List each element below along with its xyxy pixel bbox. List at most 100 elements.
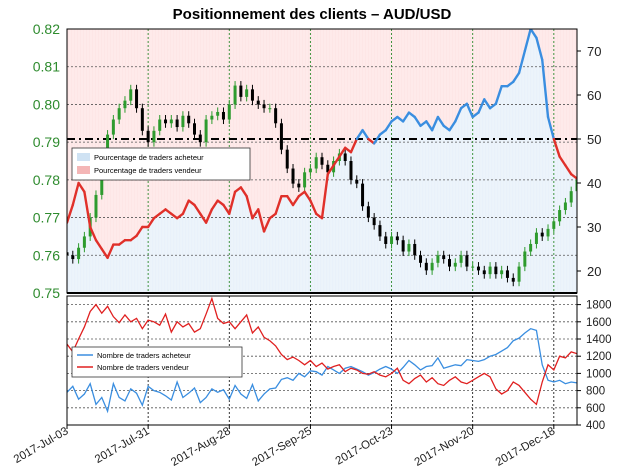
pct-line-segment xyxy=(425,120,434,132)
buy-pct-area xyxy=(67,29,577,293)
candle-body xyxy=(436,255,440,263)
pct-line-segment xyxy=(88,225,98,242)
candle-body xyxy=(158,119,162,131)
price-tick-label: 0.79 xyxy=(33,134,60,150)
pct-line-segment xyxy=(146,216,156,229)
upper-panel xyxy=(67,29,577,293)
pct-line-segment xyxy=(523,29,532,53)
pct-line-segment xyxy=(326,164,335,176)
candle-body xyxy=(349,161,353,180)
candle-body xyxy=(529,243,533,252)
candle-body xyxy=(274,108,278,124)
pct-line-segment xyxy=(570,172,577,180)
pct-line-segment xyxy=(204,208,214,224)
count-line xyxy=(67,296,577,406)
count-tick-label: 1600 xyxy=(586,317,612,329)
candle-body xyxy=(453,262,457,267)
candle-body xyxy=(390,236,394,244)
pct-line-segment xyxy=(564,164,573,176)
pct-line-segment xyxy=(448,120,457,132)
candle-body xyxy=(320,157,324,165)
pct-line-segment xyxy=(129,234,138,242)
pct-line-segment xyxy=(413,115,422,128)
pct-line-segment xyxy=(471,111,480,119)
pct-line-segment xyxy=(210,199,219,211)
count-tick-label: 1200 xyxy=(586,351,612,363)
candle-body xyxy=(476,266,480,271)
candle-body xyxy=(424,262,428,271)
pct-line-segment xyxy=(77,181,86,194)
candle-body xyxy=(378,225,382,237)
candle-body xyxy=(187,115,191,124)
candle-body xyxy=(77,247,81,260)
candle-body xyxy=(169,119,173,124)
pct-line-segment xyxy=(378,128,387,136)
candle-body xyxy=(198,134,202,143)
lower-panel-frame xyxy=(66,295,578,426)
candle-body xyxy=(216,111,220,116)
pct-line-segment xyxy=(233,186,243,194)
count-tick-label: 1400 xyxy=(586,334,612,346)
pct-line-segment xyxy=(477,98,486,114)
candle-body xyxy=(343,153,347,161)
candle-body xyxy=(239,85,243,97)
candle-body xyxy=(117,108,121,120)
pct-line-segment xyxy=(361,128,370,141)
pct-line-segment xyxy=(488,102,498,110)
price-tick-label: 0.76 xyxy=(33,247,60,263)
candle-body xyxy=(563,202,567,211)
candle-body xyxy=(471,266,475,268)
pct-line-segment xyxy=(552,137,561,158)
candle-body xyxy=(268,108,272,110)
legend-swatch xyxy=(77,153,90,161)
price-tick-label: 0.82 xyxy=(33,21,60,37)
pct-line-segment xyxy=(158,208,167,216)
candle-body xyxy=(413,243,417,256)
x-tick-label: 2017-Sep-25 xyxy=(250,425,314,469)
candle-body xyxy=(569,191,573,203)
pct-line-segment xyxy=(546,115,556,141)
candle-body xyxy=(326,164,330,173)
pct-line-segment xyxy=(401,111,411,123)
count-tick-label: 1800 xyxy=(586,300,612,312)
pct-line-segment xyxy=(465,102,474,119)
candle-body xyxy=(221,111,225,120)
candle-body xyxy=(82,236,86,248)
x-tick-label: 2017-Nov-20 xyxy=(413,425,477,469)
candle-body xyxy=(245,89,249,97)
candle-body xyxy=(395,236,399,241)
candle-body xyxy=(419,255,423,263)
candle-body xyxy=(94,194,98,218)
candle-body xyxy=(123,100,127,109)
pct-tick-label: 40 xyxy=(587,176,601,191)
pct-line-segment xyxy=(187,199,196,207)
count-tick-label: 400 xyxy=(586,420,605,432)
count-tick-label: 800 xyxy=(586,386,605,398)
lower-legend: Nombre de traders acheteur Nombre de trad… xyxy=(71,346,243,378)
candle-body xyxy=(152,130,156,143)
pct-line-segment xyxy=(529,29,538,39)
pct-line-segment xyxy=(436,115,445,128)
pct-line-segment xyxy=(355,128,364,141)
candle-body xyxy=(430,262,434,271)
pct-line-segment xyxy=(291,194,301,207)
candle-body xyxy=(534,232,538,244)
pct-line-segment xyxy=(216,199,225,207)
pct-line-segment xyxy=(535,36,544,61)
candle-body xyxy=(575,179,577,192)
pct-line-segment xyxy=(512,71,521,84)
candle-body xyxy=(111,119,115,135)
candle-body xyxy=(523,251,527,267)
pct-line-segment xyxy=(251,208,260,220)
pct-tick-label: 50 xyxy=(587,132,601,147)
candle-body xyxy=(285,149,289,169)
candle-body xyxy=(361,183,365,207)
pct-line-segment xyxy=(181,199,190,216)
pct-line-segment xyxy=(170,212,179,220)
candle-body xyxy=(366,206,370,218)
pct-line-segment xyxy=(297,190,306,198)
candle-body xyxy=(303,172,307,188)
upper-legend: Pourcentage de traders acheteur Pourcenta… xyxy=(71,147,251,181)
candle-body xyxy=(193,123,196,135)
